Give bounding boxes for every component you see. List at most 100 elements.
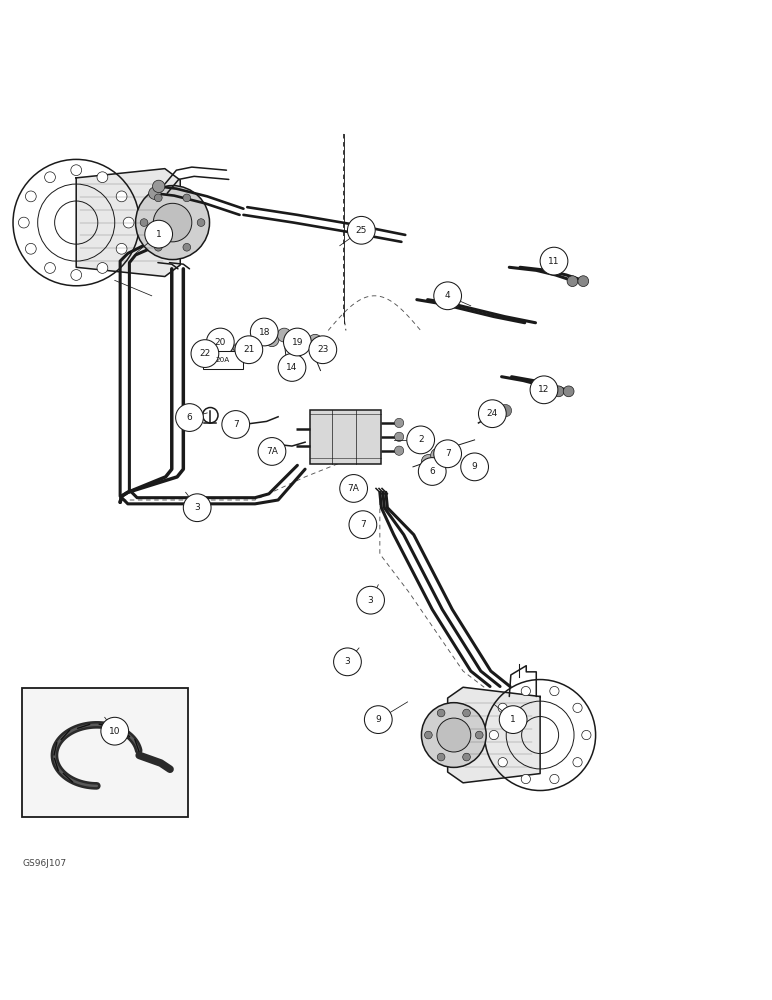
Circle shape (499, 404, 512, 417)
Text: 3: 3 (367, 596, 374, 605)
Text: 4: 4 (445, 291, 450, 300)
Circle shape (175, 404, 203, 431)
Circle shape (530, 376, 558, 404)
Polygon shape (448, 687, 540, 783)
Text: 9: 9 (472, 462, 478, 471)
Polygon shape (76, 169, 180, 277)
Circle shape (550, 686, 559, 696)
Circle shape (97, 263, 108, 273)
Circle shape (498, 703, 507, 712)
Text: 6: 6 (187, 413, 192, 422)
Circle shape (462, 753, 470, 761)
Circle shape (573, 703, 582, 712)
Circle shape (349, 511, 377, 539)
Circle shape (582, 730, 591, 740)
Circle shape (183, 243, 191, 251)
Circle shape (235, 336, 262, 364)
Circle shape (476, 731, 483, 739)
Text: 21: 21 (243, 345, 255, 354)
Circle shape (554, 386, 564, 397)
Circle shape (462, 709, 470, 717)
Text: 3: 3 (344, 657, 350, 666)
Text: 24: 24 (486, 409, 498, 418)
Circle shape (498, 758, 507, 767)
Circle shape (394, 446, 404, 455)
Text: 6: 6 (429, 467, 435, 476)
Circle shape (357, 586, 384, 614)
Circle shape (431, 448, 445, 462)
Text: 20A: 20A (215, 357, 230, 363)
Circle shape (25, 243, 36, 254)
Circle shape (340, 475, 367, 502)
Text: 22: 22 (199, 349, 211, 358)
Circle shape (309, 336, 337, 364)
Circle shape (573, 758, 582, 767)
Circle shape (248, 339, 262, 353)
Circle shape (521, 774, 530, 784)
Circle shape (183, 194, 191, 202)
Circle shape (250, 318, 278, 346)
Circle shape (422, 703, 486, 767)
Circle shape (183, 494, 211, 522)
Text: 1: 1 (510, 715, 516, 724)
Text: 7A: 7A (266, 447, 278, 456)
Text: 1: 1 (156, 230, 161, 239)
Circle shape (437, 753, 445, 761)
Circle shape (222, 411, 249, 438)
Circle shape (71, 270, 82, 280)
Circle shape (153, 180, 165, 193)
Circle shape (394, 418, 404, 428)
Circle shape (101, 717, 129, 745)
Circle shape (489, 730, 499, 740)
Circle shape (521, 686, 530, 696)
Text: 25: 25 (356, 226, 367, 235)
Circle shape (45, 263, 56, 273)
Circle shape (308, 334, 322, 348)
Text: 19: 19 (292, 338, 303, 347)
Text: 10: 10 (109, 727, 120, 736)
Text: 7A: 7A (347, 484, 360, 493)
Circle shape (145, 220, 172, 248)
Circle shape (461, 453, 489, 481)
Circle shape (45, 172, 56, 183)
Circle shape (347, 216, 375, 244)
Circle shape (437, 709, 445, 717)
Circle shape (277, 328, 291, 342)
Circle shape (97, 172, 108, 183)
Text: 2: 2 (418, 435, 424, 444)
FancyBboxPatch shape (202, 351, 242, 369)
Circle shape (550, 774, 559, 784)
Circle shape (394, 432, 404, 441)
Circle shape (564, 386, 574, 397)
Circle shape (191, 340, 218, 367)
Text: 11: 11 (548, 257, 560, 266)
Circle shape (418, 458, 446, 485)
Circle shape (258, 438, 286, 465)
Circle shape (434, 440, 462, 468)
Text: 20: 20 (215, 338, 226, 347)
Bar (22, 688, 188, 817)
Circle shape (221, 347, 235, 361)
Circle shape (499, 706, 527, 733)
Circle shape (71, 165, 82, 176)
Text: 23: 23 (317, 345, 329, 354)
Circle shape (425, 731, 432, 739)
Circle shape (117, 191, 127, 202)
Circle shape (437, 718, 471, 752)
Circle shape (117, 243, 127, 254)
Circle shape (124, 217, 134, 228)
Circle shape (422, 455, 435, 468)
Circle shape (567, 276, 578, 287)
Circle shape (283, 328, 311, 356)
Circle shape (434, 282, 462, 310)
Circle shape (364, 706, 392, 733)
Circle shape (136, 186, 209, 260)
Text: 3: 3 (195, 503, 200, 512)
Circle shape (407, 426, 435, 454)
Text: GS96J107: GS96J107 (22, 859, 66, 868)
Text: 9: 9 (375, 715, 381, 724)
Circle shape (578, 276, 589, 287)
Circle shape (479, 400, 506, 428)
Text: 7: 7 (360, 520, 366, 529)
Circle shape (149, 187, 161, 199)
